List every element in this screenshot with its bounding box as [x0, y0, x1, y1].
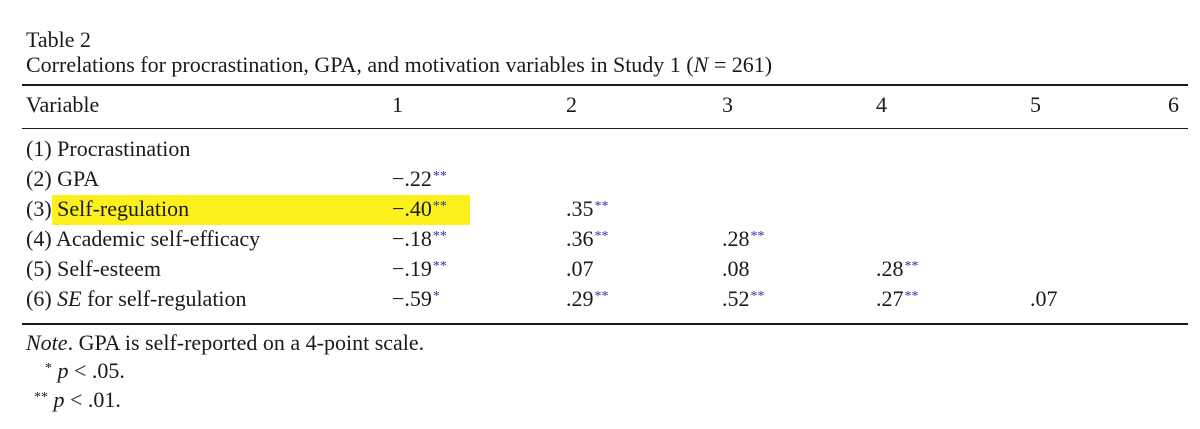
- table-caption: Correlations for procrastination, GPA, a…: [26, 52, 772, 78]
- row-number: (3): [26, 196, 58, 221]
- footnote-text: < .05.: [68, 358, 125, 383]
- table-bottom-rule: [22, 323, 1188, 325]
- table-label: Table 2: [26, 27, 92, 52]
- correlation-cell: .52**: [722, 286, 765, 316]
- correlation-cell: .35**: [566, 196, 609, 226]
- row-number: (5): [26, 256, 58, 281]
- header-col-4: 4: [876, 92, 887, 117]
- row-number: (6): [26, 286, 58, 311]
- correlation-cell: −.18**: [392, 226, 447, 256]
- header-col-2: 2: [566, 92, 577, 117]
- significance-mark: **: [594, 229, 609, 244]
- significance-mark: **: [432, 259, 447, 274]
- footnote-p: p: [57, 358, 69, 383]
- correlation-value: .27: [876, 286, 904, 311]
- header-col-6: 6: [1168, 92, 1179, 117]
- row-number: (2): [26, 166, 58, 191]
- footnote-p05: * p < .05.: [44, 358, 125, 388]
- footnote-mark: **: [34, 390, 48, 405]
- correlation-value: −.18: [392, 226, 432, 251]
- header-col-1: 1: [392, 92, 403, 117]
- correlation-value: −.22: [392, 166, 432, 191]
- footnote-mark: *: [45, 361, 52, 376]
- correlation-cell: −.59*: [392, 286, 440, 316]
- correlation-value: .35: [566, 196, 594, 221]
- correlation-value: −.40: [392, 196, 432, 221]
- correlation-cell: .28**: [876, 256, 919, 286]
- row-label-text: Procrastination: [57, 136, 191, 161]
- caption-n: N: [693, 52, 709, 77]
- header-variable: Variable: [26, 92, 100, 117]
- correlation-cell: .07: [1030, 286, 1058, 312]
- row-label: (6) SE for self-regulation: [26, 286, 247, 312]
- correlation-cell: .28**: [722, 226, 765, 256]
- row-label: (5) Self-esteem: [26, 256, 161, 282]
- correlation-value: .28: [876, 256, 904, 281]
- significance-mark: **: [594, 199, 609, 214]
- correlation-value: .52: [722, 286, 750, 311]
- row-label: (2) GPA: [26, 166, 99, 192]
- footnote-text: < .01.: [64, 387, 121, 412]
- caption-text: Correlations for procrastination, GPA, a…: [26, 52, 694, 77]
- row-highlight: [52, 195, 470, 225]
- correlation-value: .07: [566, 256, 594, 281]
- header-col-5: 5: [1030, 92, 1041, 117]
- correlation-cell: .08: [722, 256, 750, 282]
- row-label: (1) Procrastination: [26, 136, 190, 162]
- row-label-italic: SE: [57, 286, 82, 311]
- correlation-cell: .27**: [876, 286, 919, 316]
- note-text: . GPA is self-reported on a 4-point scal…: [67, 330, 425, 355]
- correlation-cell: −.40**: [392, 196, 447, 226]
- row-label-text: Self-regulation: [57, 196, 190, 221]
- correlation-value: .29: [566, 286, 594, 311]
- significance-mark: **: [432, 199, 447, 214]
- significance-mark: **: [432, 229, 447, 244]
- significance-mark: *: [432, 289, 440, 304]
- table-header-rule: [22, 128, 1188, 129]
- row-label: (4) Academic self-efficacy: [26, 226, 260, 252]
- caption-n-value: = 261): [708, 52, 773, 77]
- table-note: Note. GPA is self-reported on a 4-point …: [26, 330, 424, 356]
- correlation-value: .07: [1030, 286, 1058, 311]
- row-label: (3) Self-regulation: [26, 196, 189, 222]
- significance-mark: **: [904, 289, 919, 304]
- row-label-text: GPA: [57, 166, 100, 191]
- correlation-cell: .29**: [566, 286, 609, 316]
- significance-mark: **: [432, 169, 447, 184]
- correlation-value: −.59: [392, 286, 432, 311]
- footnote-p01: ** p < .01.: [33, 387, 121, 417]
- note-label: Note: [26, 330, 68, 355]
- correlation-value: .08: [722, 256, 750, 281]
- significance-mark: **: [594, 289, 609, 304]
- row-label-text: Self-esteem: [57, 256, 162, 281]
- correlation-cell: −.19**: [392, 256, 447, 286]
- correlation-value: .36: [566, 226, 594, 251]
- significance-mark: **: [750, 229, 765, 244]
- correlation-value: −.19: [392, 256, 432, 281]
- correlation-cell: −.22**: [392, 166, 447, 196]
- footnote-p: p: [53, 387, 65, 412]
- table-top-rule: [22, 84, 1188, 86]
- row-number: (1): [26, 136, 58, 161]
- row-label-text: for self-regulation: [81, 286, 247, 311]
- row-number: (4): [26, 226, 56, 251]
- correlation-cell: .07: [566, 256, 594, 282]
- header-col-3: 3: [722, 92, 733, 117]
- significance-mark: **: [904, 259, 919, 274]
- significance-mark: **: [750, 289, 765, 304]
- correlation-value: .28: [722, 226, 750, 251]
- correlation-cell: .36**: [566, 226, 609, 256]
- row-label-text: Academic self-efficacy: [55, 226, 261, 251]
